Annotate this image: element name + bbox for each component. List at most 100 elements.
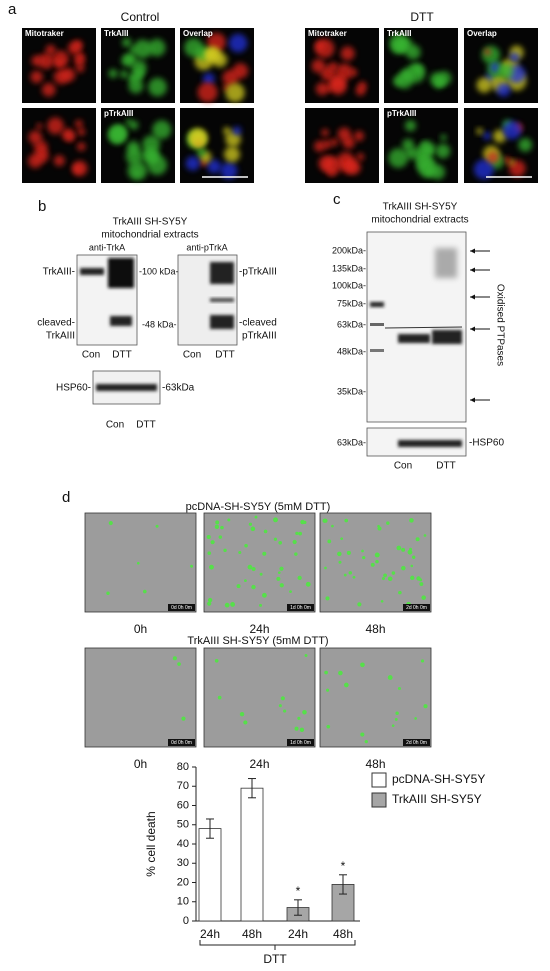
green-cell <box>410 575 415 581</box>
blot <box>76 254 238 405</box>
green-cell <box>297 575 302 581</box>
x-tick-label: 48h <box>333 927 353 941</box>
x-tick-label: 24h <box>288 927 308 941</box>
size-marker: 63kDa- <box>337 319 366 329</box>
cell-signal <box>496 82 511 97</box>
cell-signal <box>346 160 361 175</box>
green-cell <box>327 539 332 544</box>
green-cell <box>283 709 287 713</box>
cell-signal <box>314 41 325 51</box>
cell-signal <box>435 143 451 159</box>
green-cell <box>340 537 344 541</box>
cell-signal <box>72 40 83 50</box>
legend-label: TrkAIII SH-SY5Y <box>392 792 482 806</box>
green-cell <box>224 602 230 608</box>
green-cell <box>421 595 426 600</box>
lane-label: Con <box>106 420 124 431</box>
size-marker: 35kDa- <box>337 386 366 396</box>
green-cell <box>338 670 343 676</box>
green-cell <box>423 704 428 709</box>
legend-label: pcDNA-SH-SY5Y <box>392 772 485 786</box>
green-cell <box>419 578 423 582</box>
green-cell <box>391 724 395 727</box>
green-cell <box>297 716 301 720</box>
timestamp: 2d 0h 0m <box>406 740 427 746</box>
size-marker: -63kDa <box>162 383 195 394</box>
lane-label: Con <box>183 350 201 361</box>
cell-signal <box>55 59 64 68</box>
green-cell <box>207 597 213 603</box>
green-cell <box>108 521 113 526</box>
green-cell <box>348 571 352 575</box>
green-cell <box>360 662 365 668</box>
panel-label: a <box>8 1 17 18</box>
cell-signal <box>30 70 43 84</box>
green-cell <box>280 696 285 701</box>
green-cell <box>155 524 159 528</box>
green-cell <box>279 566 284 571</box>
green-cell <box>415 537 420 542</box>
green-cell <box>294 552 298 556</box>
green-cell <box>243 720 248 725</box>
cell-signal <box>36 123 43 130</box>
y-tick-label: 20 <box>177 876 189 888</box>
panel-title: mitochondrial extracts <box>101 230 198 241</box>
panel-title: TrkAIII SH-SY5Y <box>383 202 458 213</box>
green-cell <box>346 550 351 555</box>
green-cell <box>251 584 256 590</box>
cell-signal <box>224 146 240 163</box>
green-cell <box>407 549 413 555</box>
lane-label: Con <box>82 350 100 361</box>
green-cell <box>343 682 349 688</box>
green-cell <box>374 552 380 558</box>
cell-signal <box>212 52 228 68</box>
band-label: HSP60- <box>56 383 91 394</box>
green-cell <box>375 559 379 564</box>
cell-signal <box>74 119 83 128</box>
y-tick-label: 30 <box>177 857 189 869</box>
panel-title: TrkAIII SH-SY5Y <box>113 217 188 228</box>
timepoint-label: 24h <box>249 622 269 636</box>
panel-title: pcDNA-SH-SY5Y (5mM DTT) <box>186 501 331 513</box>
cell-signal <box>329 77 347 95</box>
green-cell <box>295 531 299 536</box>
cell-signal <box>197 82 218 103</box>
timestamp: 2d 0h 0m <box>406 605 427 611</box>
cell-signal <box>41 82 56 97</box>
panel-title: mitochondrial extracts <box>371 215 468 226</box>
green-cell <box>364 740 368 744</box>
timestamp: 0d 0h 0m <box>171 605 192 611</box>
x-tick-label: 48h <box>242 927 262 941</box>
cell-signal <box>130 59 147 76</box>
group-title: DTT <box>410 10 434 24</box>
cell-signal <box>487 151 500 164</box>
green-cell <box>278 540 283 545</box>
cell-signal <box>74 55 85 67</box>
brightfield-images: 0d 0h 0m 0h 1d 0h 0m 24h 2d 0h 0m 48h 0d 0h 0m… <box>84 512 432 771</box>
size-marker: 48kDa- <box>337 346 366 356</box>
cell-signal <box>503 156 511 164</box>
size-marker: -100 kDa- <box>139 266 179 276</box>
green-cell <box>324 566 327 570</box>
green-cell <box>326 688 330 692</box>
green-cell <box>420 659 425 663</box>
green-cell <box>299 727 305 732</box>
cell-signal <box>220 162 238 180</box>
cell-signal <box>388 148 409 168</box>
cell-signal <box>207 159 222 174</box>
cell-signal <box>518 137 533 152</box>
cell-signal <box>28 153 43 169</box>
bar <box>240 787 264 922</box>
size-marker: 63kDa- <box>337 437 366 447</box>
cell-signal <box>119 70 129 79</box>
bar-chart: 0 10 20 30 40 50 60 70 80 % cell death 24h 48h 24h 48… <box>144 761 485 966</box>
green-cell <box>230 602 236 607</box>
error-bar <box>206 818 214 839</box>
timepoint-label: 0h <box>134 622 147 636</box>
lane-label: Con <box>394 461 412 472</box>
cell-signal <box>314 140 326 152</box>
timepoint-label: 48h <box>365 622 385 636</box>
green-cell <box>207 601 212 606</box>
size-marker: 200kDa- <box>332 245 366 255</box>
green-cell <box>217 695 222 700</box>
